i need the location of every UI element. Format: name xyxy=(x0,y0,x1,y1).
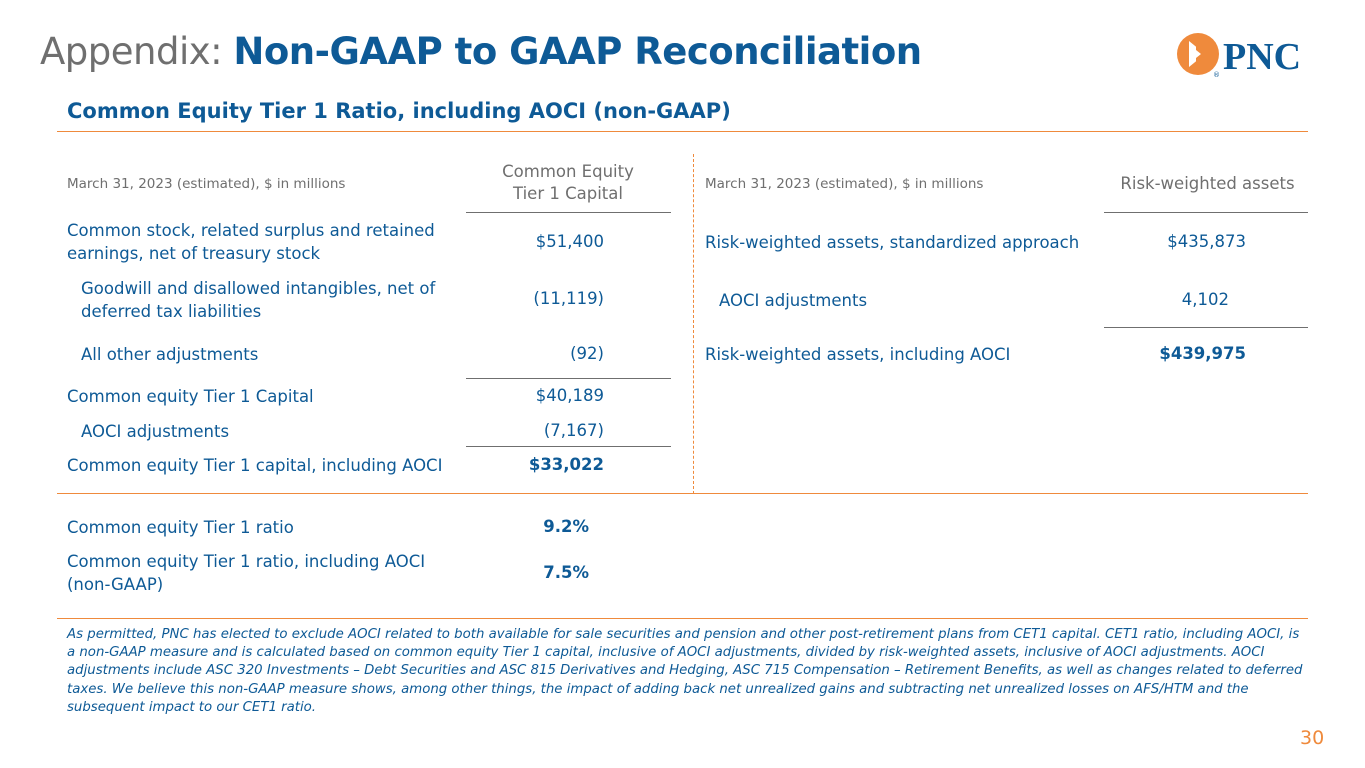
subtotal-line xyxy=(466,378,671,379)
table-row-label: All other adjustments xyxy=(81,345,259,364)
table-row-label: AOCI adjustments xyxy=(81,422,230,441)
ratio-value: 9.2% xyxy=(543,517,589,536)
pnc-logo: PNC ® xyxy=(1177,33,1301,78)
table-row-value: (7,167) xyxy=(543,421,604,440)
table-row-label: Risk-weighted assets, standardized appro… xyxy=(705,233,1080,252)
table-row-value: (92) xyxy=(570,344,604,363)
ratio-label: Common equity Tier 1 ratio, including AO… xyxy=(67,552,426,594)
total-line xyxy=(466,446,671,447)
right-header-underline xyxy=(1104,212,1308,213)
table-row-label: Goodwill and disallowed intangibles, net… xyxy=(81,279,436,321)
page-number: 30 xyxy=(1300,727,1325,749)
svg-text:®: ® xyxy=(1213,71,1220,78)
cet1-capital-column-header: Common Equity Tier 1 Capital xyxy=(468,161,668,205)
left-header-underline xyxy=(466,212,671,213)
cet1-header-line2: Tier 1 Capital xyxy=(513,184,623,203)
table-row-label: Risk-weighted assets, including AOCI xyxy=(705,345,1011,364)
ratio-value: 7.5% xyxy=(543,563,589,582)
table-row-label: Common equity Tier 1 capital, including … xyxy=(67,456,443,475)
table-row-value: $40,189 xyxy=(535,386,604,405)
divider-bottom xyxy=(57,618,1308,619)
right-header-label: March 31, 2023 (estimated), $ in million… xyxy=(705,176,984,192)
footnote: As permitted, PNC has elected to exclude… xyxy=(67,627,1303,715)
left-header-label: March 31, 2023 (estimated), $ in million… xyxy=(67,176,346,192)
table-row-value: $439,975 xyxy=(1159,344,1246,363)
divider-middle xyxy=(57,493,1308,494)
table-row-value: $435,873 xyxy=(1167,232,1246,251)
rwa-column-header: Risk-weighted assets xyxy=(1120,174,1295,193)
column-separator xyxy=(693,154,694,494)
title-main: Non-GAAP to GAAP Reconciliation xyxy=(233,30,922,73)
section-subtitle: Common Equity Tier 1 Ratio, including AO… xyxy=(67,99,731,123)
page-title: Appendix: Non-GAAP to GAAP Reconciliatio… xyxy=(40,30,922,73)
ratio-label: Common equity Tier 1 ratio xyxy=(67,518,294,537)
divider-top xyxy=(57,131,1308,132)
table-row-label: AOCI adjustments xyxy=(719,291,868,310)
table-row-label: Common equity Tier 1 Capital xyxy=(67,387,314,406)
table-row-value: $51,400 xyxy=(535,232,604,251)
table-row-label: Common stock, related surplus and retain… xyxy=(67,221,435,263)
table-row-value: $33,022 xyxy=(528,455,604,474)
table-row-value: 4,102 xyxy=(1181,290,1229,309)
table-row-value: (11,119) xyxy=(533,289,604,308)
title-prefix: Appendix: xyxy=(40,30,223,73)
logo-text: PNC xyxy=(1223,36,1301,78)
rwa-total-line xyxy=(1104,327,1308,328)
cet1-header-line1: Common Equity xyxy=(502,162,634,181)
